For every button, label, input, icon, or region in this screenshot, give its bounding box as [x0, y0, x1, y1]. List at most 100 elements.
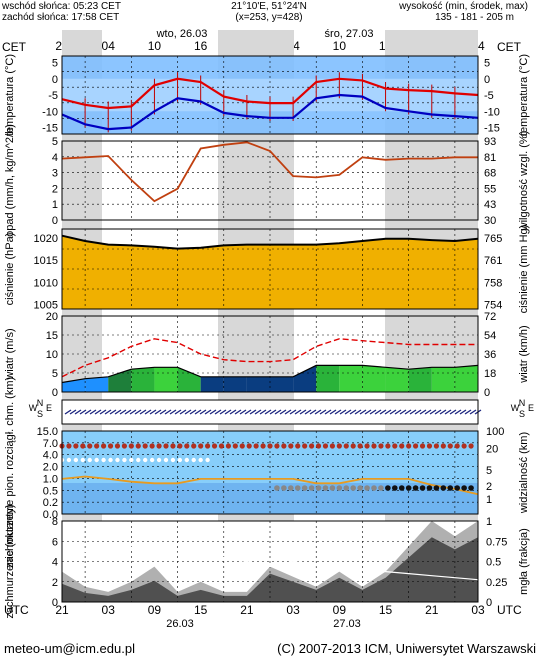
cloud-base-dot	[364, 485, 370, 491]
panel-frame	[61, 140, 479, 221]
cloud-base-dot	[218, 443, 225, 449]
y-tick-left: 4	[52, 152, 58, 164]
y-tick-right: -10	[484, 106, 500, 118]
bottom-hour-label: 21	[240, 603, 254, 617]
cloud-base-dot	[191, 457, 196, 463]
wind-speed-area	[200, 376, 224, 392]
pressure-area	[62, 235, 478, 309]
wind-arrow	[154, 409, 162, 415]
cloud-base-dot	[426, 485, 433, 491]
wind-arrow	[464, 409, 472, 415]
compass-letter: W	[511, 403, 520, 413]
wind-arrow	[294, 409, 302, 415]
wind-arrow	[139, 409, 147, 415]
top-day2: śro, 27.03	[325, 28, 374, 40]
wind-arrow	[374, 409, 382, 415]
y-tick-left: 20	[46, 311, 58, 323]
cloud-base-dot	[364, 443, 370, 449]
wind-arrow	[119, 409, 127, 415]
y-tick-right: 55	[484, 183, 496, 195]
wind-arrow	[149, 409, 157, 415]
y-tick-left: 0.5	[43, 485, 58, 497]
bottom-day1: 26.03	[166, 618, 194, 630]
y-tick-right: 72	[484, 311, 496, 323]
wind-arrow	[334, 409, 342, 415]
bottom-hour-label: 21	[425, 603, 439, 617]
wind-speed-area	[293, 365, 317, 392]
cloud-base-dot	[309, 443, 315, 449]
y-tick-left: 1020	[34, 233, 58, 245]
cloud-base-dot	[378, 443, 384, 449]
cloud-base-dot	[454, 485, 461, 491]
visibility-ylabel-right: widzialność (km)	[518, 432, 530, 514]
panel-frame	[61, 228, 479, 310]
wind-arrow	[99, 409, 107, 415]
cloud-base-dot	[419, 485, 426, 491]
bottom-tz-left: UTC	[4, 603, 29, 617]
cloud-base-dot	[392, 443, 398, 449]
cloud-base-dot	[107, 443, 114, 449]
y-tick-right: 754	[484, 300, 502, 312]
wind-speed-area	[385, 367, 409, 392]
cloud-base-dot	[406, 443, 412, 449]
wind-arrow	[439, 409, 447, 415]
top-tz-left: CET	[2, 40, 27, 54]
y-tick-right: 68	[484, 168, 496, 180]
wind-arrow	[339, 409, 347, 415]
cloudbase-ylabel-left: zachmurzenie pion. rozciągł. chm. (km)	[4, 377, 16, 568]
cloud-base-dot	[295, 443, 301, 449]
cloud-base-dot	[94, 443, 100, 449]
cloud-base-dot	[468, 443, 474, 449]
pressure-ylabel-right: ciśnienie (mm Hg)	[518, 225, 530, 314]
wind-arrow	[354, 409, 362, 415]
cloud-base-dot	[246, 443, 252, 449]
cloud-base-dot	[80, 457, 86, 463]
wind-arrow	[174, 409, 182, 415]
wind-arrow	[254, 409, 262, 415]
y-tick-left: 15.0	[37, 426, 58, 438]
wind-speed-area	[362, 365, 386, 392]
cloud-base-dot	[177, 443, 183, 449]
wind-arrow	[74, 409, 82, 415]
y-tick-right: 1	[486, 494, 492, 506]
wind-speed-area	[85, 376, 109, 392]
y-tick-right: 18	[484, 368, 496, 380]
panel-frame	[61, 520, 479, 603]
wind-arrow	[284, 409, 292, 415]
fog-ylabel-right: mgła (frakcja)	[518, 528, 530, 595]
clouds-panel: 8 6 4 2 0 1 0.75 0.5 0.25 0 zachmurzenie (oktanty)…	[4, 504, 530, 618]
wind-arrow	[319, 409, 327, 415]
wind-arrow	[414, 409, 422, 415]
wind-arrow	[234, 409, 242, 415]
y-tick-left: 2	[52, 183, 58, 195]
wind-arrow	[449, 409, 457, 415]
y-tick-right: 54	[484, 330, 496, 342]
temperature-panel: 5 0 -5 -10 -15 5 0 -5 -10 -15 temperatura (°C) temp…	[4, 54, 530, 136]
y-tick-left: 5	[52, 368, 58, 380]
wind-arrow	[289, 409, 297, 415]
bottom-hour-labels: 21 03 09 15 21 03 09 15 21 03	[55, 603, 485, 617]
cloud-base-dot	[149, 443, 155, 449]
y-tick-right: 0	[486, 597, 492, 609]
cloud-base-dot	[170, 457, 176, 463]
wind-arrow	[434, 409, 442, 415]
footer-email[interactable]: meteo-um@icm.edu.pl	[4, 641, 135, 656]
compass-letter: N	[519, 398, 526, 408]
wind-arrow	[264, 409, 272, 415]
cloud-base-dot	[371, 443, 377, 449]
cloud-base-dot	[468, 485, 474, 491]
cloud-base-dot	[143, 457, 148, 463]
wind-arrow	[124, 409, 132, 415]
temp-ylabel-left: temperatura (°C)	[4, 54, 16, 136]
wind-arrow	[384, 409, 392, 415]
cloud-base-dot	[336, 443, 342, 449]
wind-speed-area	[246, 376, 270, 392]
cloud-base-dot	[350, 443, 356, 449]
wind-arrow	[159, 409, 167, 415]
wind-arrow	[94, 409, 102, 415]
cloud-base-dot	[184, 457, 189, 463]
y-tick-left: 0	[52, 597, 58, 609]
wind-arrow	[69, 409, 77, 415]
wind-arrow	[79, 409, 87, 415]
wind-arrow	[364, 409, 372, 415]
